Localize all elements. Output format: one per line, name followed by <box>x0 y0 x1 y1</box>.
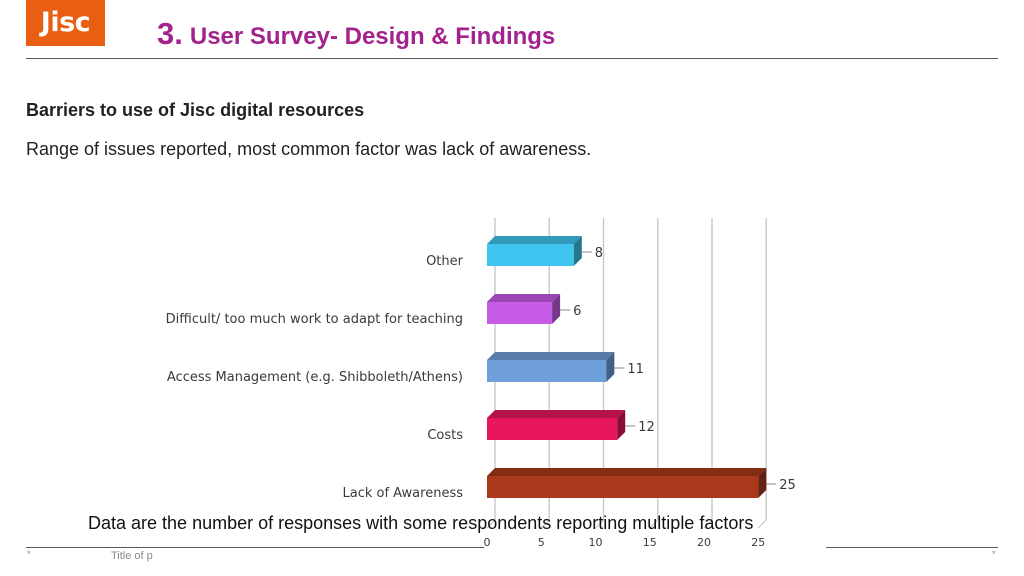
section-number: 3. <box>157 16 183 51</box>
barriers-bar-chart: 8 Other 6 Difficult/ too much work to adapt… <box>166 218 796 549</box>
data-label: 11 <box>627 362 644 377</box>
title-text: User Survey- Design & Findings <box>189 23 556 50</box>
bar-top-face <box>487 236 582 244</box>
bar <box>487 476 759 498</box>
header-divider <box>26 58 998 59</box>
x-tick-label: 0 <box>484 536 491 549</box>
footer-divider-right <box>826 547 998 548</box>
bar-side-face <box>617 410 626 440</box>
x-tick-label: 15 <box>643 536 657 549</box>
bar-side-face <box>606 352 615 382</box>
category-label: Costs <box>427 428 463 443</box>
x-tick-label: 20 <box>697 536 711 549</box>
bar-top-face <box>487 410 626 418</box>
category-label: Other <box>426 254 464 269</box>
gridline-floor <box>703 519 713 529</box>
bar <box>487 302 553 324</box>
bar <box>487 360 607 382</box>
chart-caption: Data are the number of responses with so… <box>88 513 754 533</box>
bar-top-face <box>487 294 561 302</box>
x-tick-label: 25 <box>751 536 765 549</box>
gridline-floor <box>595 519 604 529</box>
summary-text: Range of issues reported, most common fa… <box>26 139 592 159</box>
bar-side-face <box>758 468 767 498</box>
data-label: 12 <box>638 420 655 435</box>
footer-right-marker: * <box>992 549 996 559</box>
bar <box>487 418 618 440</box>
x-tick-label: 10 <box>589 536 603 549</box>
footer-divider-left <box>26 547 484 548</box>
bar-side-face <box>552 294 561 324</box>
footer-left-marker: * <box>27 549 31 559</box>
data-label: 8 <box>595 246 603 261</box>
gridline-floor <box>486 519 496 529</box>
footer-title: Title of p <box>111 550 153 562</box>
gridline-floor <box>649 519 659 529</box>
category-label: Access Management (e.g. Shibboleth/Athen… <box>167 370 463 385</box>
bar-side-face <box>573 236 582 266</box>
bar-top-face <box>487 352 615 360</box>
data-label: 25 <box>779 478 796 493</box>
data-label: 6 <box>573 304 581 319</box>
bar-top-face <box>487 468 767 476</box>
jisc-logo: Jisc <box>26 0 105 46</box>
category-label: Difficult/ too much work to adapt for te… <box>166 312 463 327</box>
gridline-floor <box>540 519 550 529</box>
section-subtitle: Barriers to use of Jisc digital resource… <box>26 100 365 120</box>
gridline-floor <box>757 519 767 529</box>
x-tick-label: 5 <box>538 536 545 549</box>
category-label: Lack of Awareness <box>343 486 464 501</box>
bar <box>487 244 574 266</box>
page-title: 3. User Survey- Design & Findings <box>157 16 555 52</box>
